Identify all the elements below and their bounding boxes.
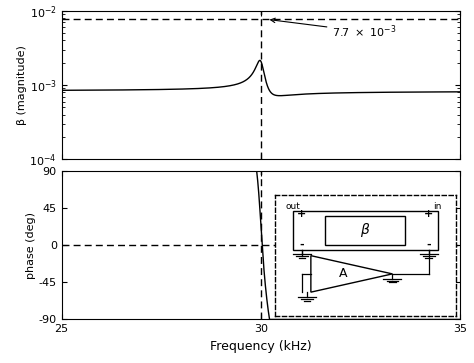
X-axis label: Frequency (kHz): Frequency (kHz)	[210, 340, 311, 353]
Y-axis label: β (magnitude): β (magnitude)	[17, 45, 27, 125]
Text: $7.7\ \times\ 10^{-3}$: $7.7\ \times\ 10^{-3}$	[271, 18, 397, 40]
Y-axis label: phase (deg): phase (deg)	[26, 212, 36, 279]
